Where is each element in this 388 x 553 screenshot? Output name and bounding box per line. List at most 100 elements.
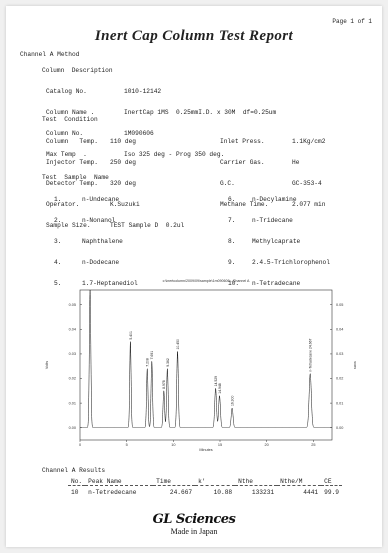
test-condition-right-values: 1.1Kg/cm2 He GC-353-4 2.077 min	[292, 124, 325, 222]
chart-title: c:\inertcolumn\2009\09\sample\1m090606 -…	[163, 279, 250, 283]
y-tick-label-right: 0.02	[336, 377, 343, 381]
gc-value: GC-353-4	[292, 180, 322, 187]
x-tick-label: 5	[126, 443, 128, 447]
column-description-labels: Catalog No. Column Name . Column No. Max…	[46, 74, 94, 172]
methane-time-value: 2.077 min	[292, 201, 326, 208]
results-heading: Channel A Results	[42, 467, 106, 474]
page-number: Page 1 of 1	[332, 18, 372, 25]
sample-name: 1.7-Heptanediol	[82, 280, 138, 287]
sample-name: n-Undecane	[82, 196, 120, 203]
carrier-gas-label: Carrier Gas.	[220, 159, 265, 166]
test-sample-heading: Test Sample Name	[42, 174, 109, 181]
x-axis-label: Minutes	[199, 448, 212, 452]
peak-label: 16.300	[231, 396, 235, 406]
report-title: Inert Cap Column Test Report	[94, 28, 294, 44]
column-temp-value: 110 deg	[110, 138, 136, 145]
x-tick-label: 15	[218, 443, 222, 447]
col-ce-header: CE	[324, 477, 332, 485]
cell-time: 24.667	[169, 488, 193, 496]
column-description-values: 1010-12142 InertCap 1MS 0.25mmI.D. x 30M…	[124, 74, 276, 172]
sample-no: 3.	[54, 238, 62, 245]
col-nthe-header: Nthe	[238, 477, 253, 485]
methane-time-label: Methane Time.	[220, 201, 269, 208]
col-peak-name-header: Peak Name	[88, 477, 122, 485]
peak-label: 14.948	[218, 383, 222, 393]
column-name-label: Column Name .	[46, 109, 95, 116]
cell-nthe: 133231	[251, 488, 275, 496]
sample-no: 8.	[228, 238, 236, 245]
peak-label: 8.978	[162, 380, 166, 389]
sample-no: 1.	[54, 196, 62, 203]
cell-peak-name: n-Tetredecane	[88, 488, 137, 496]
plot-frame	[79, 289, 333, 441]
y-tick-label-left: 0.00	[69, 426, 76, 430]
sample-name: 2.4.5-Trichlorophenol	[252, 259, 330, 266]
detector-temp-label: Detector Temp.	[46, 180, 98, 187]
sample-name: Naphthalene	[82, 238, 123, 245]
operator-value: K.Suzuki	[110, 201, 140, 208]
x-tick-label: 10	[171, 443, 175, 447]
test-condition-heading: Test Condition	[42, 116, 98, 123]
peak-label: 7.208	[146, 358, 150, 367]
sample-name: n-Nonanol	[82, 217, 116, 224]
sample-right-names: n-Decylamine n-Tridecane Methylcaprate 2…	[252, 182, 330, 301]
detector-temp-value: 320 deg	[110, 180, 136, 187]
sample-no: 5.	[54, 280, 62, 287]
brand-block: GL Sciences Made in Japan	[6, 512, 382, 536]
sample-no: 10.	[228, 280, 240, 287]
results-header-row: No. Peak Name Time k' Nthe Nthe/M CE	[68, 477, 342, 486]
sample-right-numbers: 6. 7. 8. 9. 10.	[228, 182, 243, 301]
sample-left-numbers: 1. 2. 3. 4. 5.	[54, 182, 69, 301]
y-tick-label-right: 0.04	[336, 328, 343, 332]
sample-no: 4.	[54, 259, 62, 266]
y-tick-label-right: 0.03	[336, 352, 343, 356]
results-table: No. Peak Name Time k' Nthe Nthe/M CE 10 …	[68, 477, 342, 496]
sample-no: 2.	[54, 217, 62, 224]
sample-size-value: TEST Sample D 0.2ul	[110, 222, 185, 229]
y-tick-label-left: 0.01	[69, 401, 76, 405]
col-time-header: Time	[156, 477, 171, 485]
gc-label: G.C.	[220, 180, 235, 187]
sample-left-names: n-Undecane n-Nonanol Naphthalene n-Dodec…	[82, 182, 138, 301]
max-temp-label: Max Temp .	[46, 151, 87, 158]
peak-label: 7.691	[150, 351, 154, 360]
sample-name: Methylcaprate	[252, 238, 301, 245]
catalog-no-value: 1010-12142	[124, 88, 162, 95]
chromatogram-chart: c:\inertcolumn\2009\09\sample\1m090606 -…	[45, 279, 356, 452]
sample-name: n-Decylamine	[252, 196, 297, 203]
cell-ce: 99.9	[324, 488, 339, 496]
test-condition-right-labels: Inlet Press. Carrier Gas. G.C. Methane T…	[220, 124, 268, 222]
cell-no: 10	[71, 488, 79, 496]
y-tick-label-right: 0.05	[336, 303, 343, 307]
cell-k: 10.88	[213, 488, 233, 496]
y-tick-label-left: 0.04	[69, 328, 76, 332]
x-tick-label: 25	[311, 443, 315, 447]
made-in-japan-label: Made in Japan	[170, 527, 218, 536]
signal-trace	[80, 289, 332, 428]
inlet-press-label: Inlet Press.	[220, 138, 265, 145]
gl-sciences-logo: GL Sciences	[152, 512, 236, 527]
injector-temp-label: Injector Temp.	[46, 159, 98, 166]
column-description-heading: Column Description	[42, 67, 113, 74]
col-no-header: No.	[71, 477, 83, 485]
y-tick-label-right: 0.01	[336, 401, 343, 405]
y-tick-label-left: 0.05	[69, 303, 76, 307]
sample-size-label: Sample Size.	[46, 222, 91, 229]
y-axis-label-left: Volts	[45, 361, 49, 369]
max-temp-value: Iso 325 deg - Prog 350 deg.	[124, 151, 225, 158]
peak-label: 9.362	[166, 358, 170, 367]
peak-label: 10.450	[176, 339, 180, 349]
y-tick-label-left: 0.02	[69, 377, 76, 381]
column-no-value: 1M090606	[124, 130, 154, 137]
peak-label: 14.529	[214, 376, 218, 386]
inlet-press-value: 1.1Kg/cm2	[292, 138, 326, 145]
col-nthe-m-header: Nthe/M	[280, 477, 303, 485]
peak-label: 5.401	[129, 331, 133, 340]
x-tick-label: 0	[79, 443, 81, 447]
table-row: 10 n-Tetredecane 24.667 10.88 133231 444…	[68, 488, 342, 496]
sample-no: 6.	[228, 196, 236, 203]
y-axis-label-right: Volts	[353, 361, 356, 369]
cell-nthe-m: 4441	[303, 488, 319, 496]
x-tick-label: 20	[265, 443, 269, 447]
column-temp-label: Column Temp.	[46, 138, 98, 145]
